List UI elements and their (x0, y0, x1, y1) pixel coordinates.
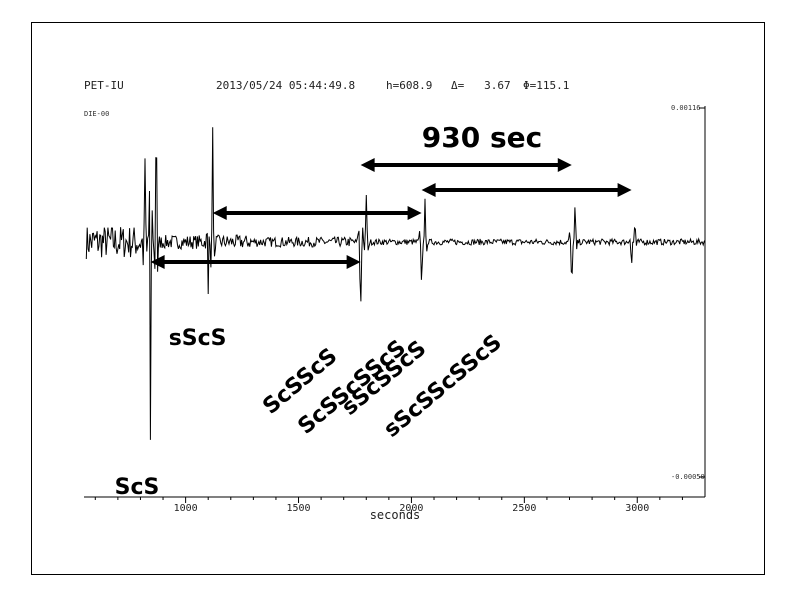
x-tick-label: 3000 (625, 503, 649, 514)
station-label: PET-IU (84, 79, 124, 92)
interval-label: 930 sec (422, 121, 542, 154)
phase-label: ScS (115, 475, 160, 500)
arrow-head (421, 183, 436, 197)
component-label: DIE-00 (84, 110, 109, 118)
arrow-head (557, 158, 572, 172)
interval-arrow (212, 206, 422, 220)
arrow-head (360, 158, 375, 172)
phase-label: sScS (169, 326, 227, 351)
amp-min-label: -0.00050 (671, 473, 705, 481)
azimuth-label: Φ=115.1 (523, 79, 569, 92)
interval-arrow (421, 183, 632, 197)
datetime-label: 2013/05/24 05:44:49.8 (216, 79, 355, 92)
arrow-head (212, 206, 227, 220)
depth-label: h=608.9 (386, 79, 432, 92)
distance-label: Δ= 3.67 (451, 79, 511, 92)
x-tick-label: 2500 (512, 503, 536, 514)
arrow-head (407, 206, 422, 220)
interval-arrow (360, 158, 572, 172)
x-axis-label: seconds (370, 508, 421, 522)
arrow-head (150, 255, 165, 269)
interval-arrows (150, 158, 632, 269)
x-tick-label: 1500 (286, 503, 310, 514)
amp-max-label: 0.00116 (671, 104, 701, 112)
interval-arrow (150, 255, 361, 269)
x-ticks: 1000 1500 2000 2500 3000 (94, 497, 683, 514)
arrow-head (617, 183, 632, 197)
seismogram-trace (85, 127, 706, 440)
figure-frame (31, 22, 765, 575)
x-tick-label: 1000 (174, 503, 198, 514)
x-tick-label: 2000 (399, 503, 423, 514)
arrow-head (346, 255, 361, 269)
